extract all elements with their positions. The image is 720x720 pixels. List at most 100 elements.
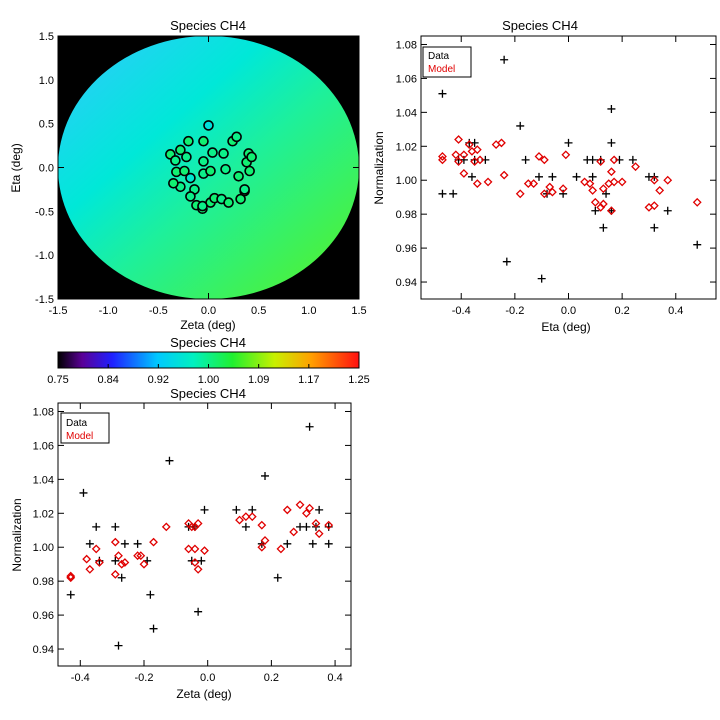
eta-model-point xyxy=(585,179,595,189)
zeta-model-point xyxy=(114,551,123,561)
zeta-model-point xyxy=(66,571,76,581)
eta-data-point xyxy=(591,206,600,215)
eta-xlabel: Eta (deg) xyxy=(541,320,590,334)
eta-plot-frame xyxy=(420,35,717,300)
detector-marker xyxy=(231,131,242,143)
zeta-model-point xyxy=(305,503,315,513)
eta-model-point xyxy=(609,155,619,165)
eta-model-point xyxy=(454,157,463,166)
zeta-data-point xyxy=(273,573,282,582)
eta-legend-data: Data xyxy=(428,51,450,62)
map-ticks: -1.5 -1.0 -0.5 0.0 0.5 1.0 1.5 -1.5 -1.0 -0.5 0.0 0… xyxy=(35,31,367,317)
zeta-data-point xyxy=(302,522,311,531)
eta-ytick-label: 1.06 xyxy=(396,73,417,85)
eta-model-point xyxy=(472,179,482,189)
map-xtick-label: 0.5 xyxy=(251,305,266,317)
eta-model-point xyxy=(438,155,447,165)
eta-model-point xyxy=(497,138,506,148)
eta-ytick-label: 0.96 xyxy=(396,243,417,255)
detector-marker xyxy=(181,151,192,163)
eta-model-point xyxy=(515,189,525,199)
colorbar-tick-label: 0.75 xyxy=(47,374,68,386)
eta-data-point xyxy=(588,155,597,164)
zeta-model-point xyxy=(133,551,143,561)
zeta-data-point xyxy=(66,590,75,599)
colorbar-tick-label: 1.09 xyxy=(248,374,269,386)
zeta-model-point xyxy=(276,544,286,554)
eta-model-point xyxy=(459,150,469,160)
colorbar-tick-label: 0.92 xyxy=(148,374,169,386)
eta-model-point xyxy=(539,189,549,199)
zeta-data-point xyxy=(92,522,101,531)
zeta-model-point xyxy=(200,546,209,556)
colorbar-ticks: 0.75 0.84 0.92 1.00 1.09 1.17 1.25 xyxy=(47,364,370,386)
zeta-legend-model: Model xyxy=(66,431,93,442)
eta-xtick-label: 0.4 xyxy=(668,305,683,317)
eta-model-point xyxy=(649,201,659,211)
eta-model-point xyxy=(459,169,469,178)
eta-model-point xyxy=(499,170,509,180)
detector-marker xyxy=(205,165,216,177)
eta-data-point xyxy=(502,257,511,266)
map-ytick-label: 0.0 xyxy=(39,163,54,175)
map-xtick-label: 1.0 xyxy=(301,305,316,317)
zeta-model-point xyxy=(139,559,149,569)
eta-xtick-label: 0.2 xyxy=(614,305,629,317)
detector-marker xyxy=(170,155,181,166)
zeta-model-point xyxy=(117,559,127,569)
zeta-model-point xyxy=(184,544,193,554)
eta-model-point xyxy=(472,145,482,155)
zeta-xtick-label: 0.2 xyxy=(264,672,279,684)
detector-marker xyxy=(218,148,229,159)
detector-marker xyxy=(198,135,209,147)
eta-data-point xyxy=(588,172,597,181)
zeta-xtick-label: 0.4 xyxy=(327,672,342,684)
zeta-model-point xyxy=(289,527,299,537)
zeta-model-point xyxy=(260,536,270,545)
eta-model-point xyxy=(596,157,606,166)
zeta-ytick-label: 0.96 xyxy=(33,610,54,622)
zeta-data-point xyxy=(232,505,241,514)
zeta-data-point xyxy=(146,590,155,599)
map-xtick-label: -0.5 xyxy=(149,305,168,317)
zeta-panel: Species CH4 -0.4 -0.2 0.0 0.2 0.4 0.94 0.96 0.9… xyxy=(10,386,352,701)
eta-data-point xyxy=(650,223,659,232)
detector-marker xyxy=(185,172,196,184)
detector-marker xyxy=(223,197,234,208)
detector-marker xyxy=(168,177,179,189)
eta-model-point xyxy=(617,177,627,187)
eta-data-point xyxy=(467,172,476,181)
eta-model-point xyxy=(464,140,474,150)
zeta-legend-data: Data xyxy=(66,418,88,429)
eta-model-point xyxy=(649,175,659,185)
eta-xtick-label: -0.4 xyxy=(452,305,471,317)
zeta-data-point xyxy=(133,539,142,548)
zeta-data-point xyxy=(241,522,250,531)
zeta-model-point xyxy=(314,529,324,539)
eta-model-point xyxy=(596,202,606,212)
eta-model-point xyxy=(454,135,463,144)
detector-marker xyxy=(175,144,186,156)
eta-ytick-label: 0.94 xyxy=(396,277,417,289)
zeta-model-point xyxy=(120,558,130,567)
zeta-xtick-label: -0.4 xyxy=(71,672,90,684)
zeta-data-point xyxy=(114,641,123,650)
map-ytick-label: 0.5 xyxy=(39,119,54,131)
zeta-model-point xyxy=(110,537,120,547)
detector-marker xyxy=(220,163,231,175)
zeta-model-point xyxy=(91,544,101,554)
map-ytick-label: -1.5 xyxy=(35,294,54,306)
zeta-model-point xyxy=(187,522,197,532)
detector-marker xyxy=(203,120,214,131)
zeta-ytick-label: 1.08 xyxy=(33,406,54,418)
zeta-model-point xyxy=(82,554,92,564)
zeta-model-point xyxy=(110,569,120,579)
eta-model-point xyxy=(590,197,600,207)
map-ytick-label: -1.0 xyxy=(35,250,54,262)
eta-model-point xyxy=(475,155,485,165)
colorbar-tick-label: 0.84 xyxy=(97,374,118,386)
zeta-ytick-label: 1.00 xyxy=(33,542,54,554)
eta-data-point xyxy=(628,155,637,164)
map-ylabel: Eta (deg) xyxy=(9,143,23,192)
